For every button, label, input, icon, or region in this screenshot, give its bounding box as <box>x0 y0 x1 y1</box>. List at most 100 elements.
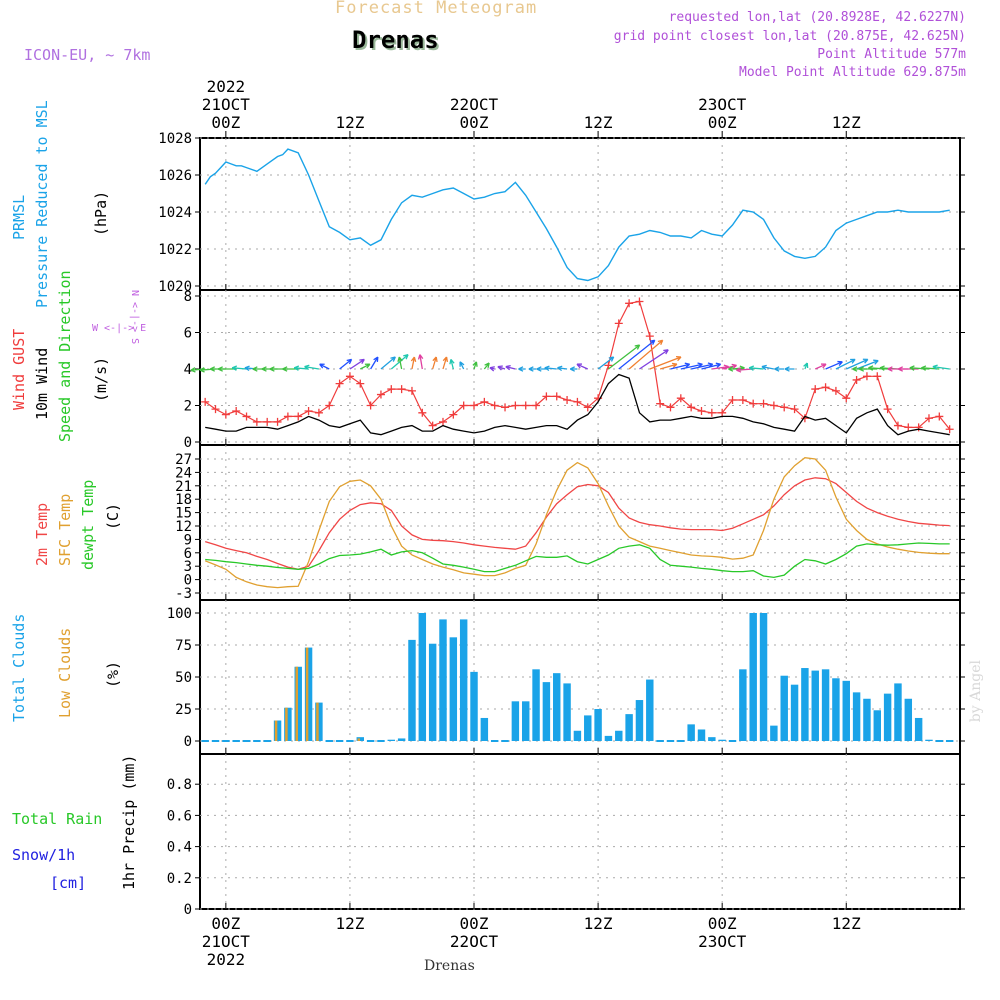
total-cloud-bar <box>635 700 644 741</box>
wind-direction-arrow <box>774 366 785 372</box>
gust-marker <box>811 385 820 394</box>
station-title: Drenas <box>352 26 439 54</box>
legend-snow: Snow/1h <box>12 846 75 864</box>
wind-direction-arrow <box>359 363 371 370</box>
bottom-station-label: Drenas <box>424 958 475 974</box>
top-time-label: 00Z <box>211 113 240 132</box>
total-cloud-bar <box>294 666 302 741</box>
gust-marker <box>914 423 923 432</box>
top-time-label: 22OCT <box>450 95 499 114</box>
gust-marker <box>283 412 292 421</box>
total-cloud-bar <box>759 613 768 741</box>
top-time-label: 23OCT <box>698 95 747 114</box>
total-cloud-bar <box>521 701 530 741</box>
gust-marker <box>780 403 789 412</box>
total-cloud-bar <box>315 702 323 741</box>
total-cloud-bar <box>470 671 478 741</box>
wind-direction-arrow <box>618 339 656 370</box>
gust-marker <box>904 423 913 432</box>
total-cloud-bar <box>904 698 913 741</box>
gust-marker <box>387 385 396 394</box>
y-tick-label: 24 <box>175 465 192 481</box>
gust-marker <box>563 396 572 405</box>
total-cloud-bar <box>749 613 757 741</box>
low-cloud-bar <box>357 738 361 741</box>
y-tick-label: 0 <box>184 902 192 918</box>
gust-marker <box>294 412 303 421</box>
gust-marker <box>376 390 385 399</box>
gust-marker <box>407 386 416 395</box>
total-cloud-bar <box>697 729 706 741</box>
ylabel-pressure-msl: Pressure Reduced to MSL <box>33 100 51 308</box>
total-cloud-bar <box>801 668 809 741</box>
ylabel-hpa: (hPa) <box>92 191 110 236</box>
wind-direction-arrow <box>722 363 737 370</box>
gust-marker <box>687 403 696 412</box>
y-tick-label: 2 <box>184 399 192 415</box>
pressure-line <box>204 148 950 282</box>
gust-marker <box>470 401 479 410</box>
wind-direction-arrow <box>845 358 869 370</box>
wind-direction-arrow <box>728 366 743 372</box>
total-cloud-bar <box>894 683 902 741</box>
y-tick-label: 4 <box>184 362 192 378</box>
gust-marker <box>573 397 582 406</box>
wind-direction-arrow <box>557 365 568 372</box>
ylabel-2m-temp: 2m Temp <box>33 503 51 566</box>
total-cloud-bar <box>449 637 458 741</box>
y-tick-label: 21 <box>175 479 192 495</box>
wind-direction-arrow <box>304 364 320 371</box>
gust-marker <box>232 406 241 415</box>
y-tick-label: 9 <box>184 532 192 548</box>
gust-marker <box>501 403 510 412</box>
gust-marker <box>645 332 654 341</box>
y-tick-label: 1024 <box>158 205 192 221</box>
gust-marker <box>728 396 737 405</box>
gust-marker <box>769 401 778 410</box>
gust-marker <box>842 394 851 403</box>
y-tick-label: 100 <box>167 606 192 622</box>
precip-ylabel: 1hr Precip (mm) Total Rain Snow/1h [cm] <box>12 755 138 892</box>
direction-legend-we: W <-|-> E <box>92 323 146 334</box>
requested-coordinates: requested lon,lat (20.8928E, 42.6227N) <box>668 10 966 25</box>
gust-marker <box>790 405 799 414</box>
gust-marker <box>666 403 675 412</box>
y-tick-label: 50 <box>175 670 192 686</box>
bottom-time-label: 00Z <box>708 914 737 933</box>
gust-marker <box>552 392 561 401</box>
wind-direction-arrow <box>459 361 465 370</box>
wind-direction-arrow <box>417 354 424 370</box>
total-cloud-bar <box>770 725 778 741</box>
wind-direction-arrow <box>659 362 678 370</box>
gust-marker <box>738 396 747 405</box>
gust-marker <box>935 412 944 421</box>
gust-marker <box>356 379 365 388</box>
wind-direction-arrow <box>761 364 775 371</box>
total-cloud-bar <box>852 692 861 741</box>
wind-direction-arrow <box>858 366 878 372</box>
ylabel-prmsl: PRMSL <box>10 195 28 240</box>
wind-direction-arrow <box>528 366 537 372</box>
total-cloud-bar <box>563 683 571 741</box>
gust-marker <box>625 299 634 308</box>
gust-marker <box>635 297 644 306</box>
gust-marker <box>397 385 406 394</box>
total-cloud-bar <box>284 707 292 741</box>
gust-marker <box>831 386 840 395</box>
gust-marker <box>676 394 685 403</box>
model-label: ICON-EU, ~ 7km <box>24 46 151 64</box>
gust-marker <box>273 417 282 426</box>
total-cloud-bar <box>542 682 551 741</box>
wind-direction-arrow <box>628 339 664 370</box>
y-tick-label: 3 <box>184 559 192 575</box>
y-tick-label: 1020 <box>158 279 192 295</box>
y-tick-label: 0.6 <box>167 808 192 824</box>
wind-ylabel: Wind GUST 10m Wind Speed and Direction (m/s… <box>10 270 146 442</box>
total-cloud-bar <box>925 739 933 741</box>
y-tick-label: 0 <box>184 573 192 589</box>
wind-direction-arrow <box>569 366 578 372</box>
wind-direction-arrow <box>803 362 809 370</box>
gust-marker <box>418 408 427 417</box>
